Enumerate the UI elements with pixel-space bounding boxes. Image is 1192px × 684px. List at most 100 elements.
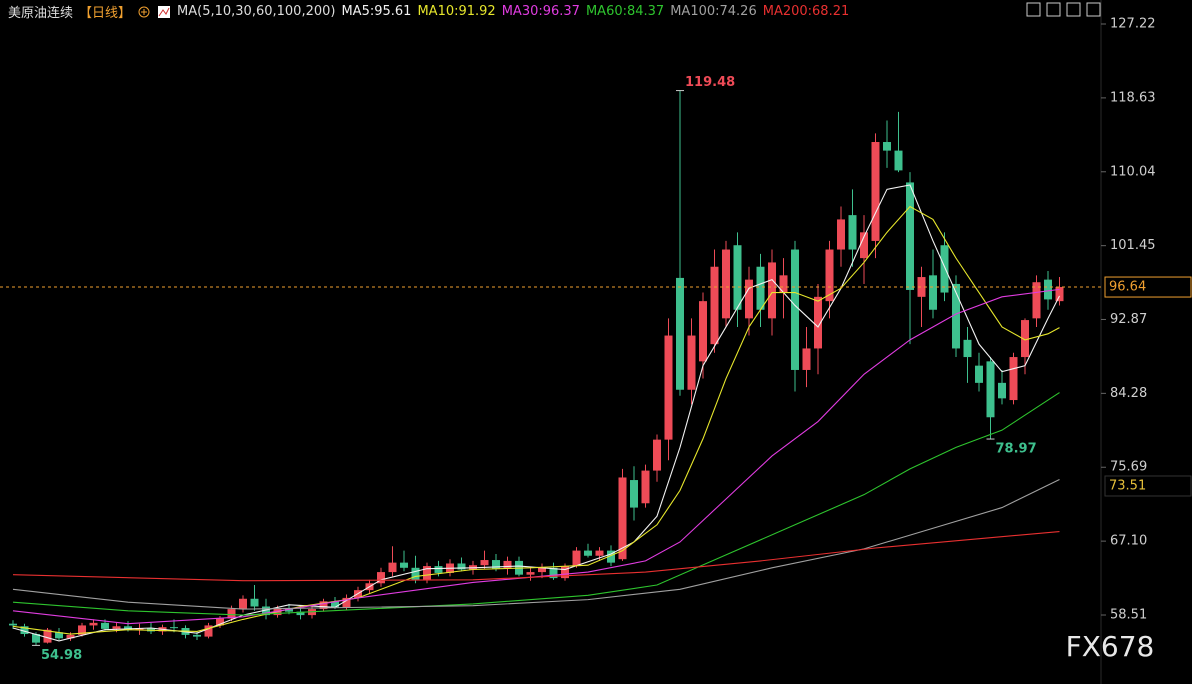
candle-body: [998, 382, 1006, 399]
candle-body: [250, 598, 259, 607]
candle-body: [653, 439, 661, 471]
add-icon[interactable]: [137, 5, 151, 19]
candle-body: [101, 622, 109, 629]
candle-body: [607, 550, 615, 563]
candle-body: [687, 335, 696, 390]
legend-entry: MA60:84.37: [585, 4, 665, 19]
candle-body: [526, 572, 535, 575]
candle-body: [434, 566, 443, 573]
candle-body: [802, 348, 811, 370]
candle-body: [285, 608, 293, 612]
candle-body: [66, 634, 75, 639]
candle-body: [89, 622, 98, 626]
ma-line: [12, 392, 1060, 616]
candle-body: [929, 275, 937, 310]
candle-body: [9, 623, 17, 626]
candle-body: [917, 277, 926, 297]
tool-icon[interactable]: [1046, 2, 1061, 17]
last-price-box: [1104, 276, 1192, 298]
y-tick-label: 75.69: [1110, 460, 1147, 475]
candle-body: [722, 249, 730, 319]
candle-body: [227, 609, 236, 619]
price-marker-label: 73.51: [1109, 478, 1146, 493]
candle-body: [342, 597, 351, 608]
candle-body: [147, 628, 155, 632]
ma-line: [12, 479, 1060, 610]
candle-body: [78, 625, 86, 635]
candle-body: [170, 627, 178, 629]
candle-body: [768, 262, 776, 319]
candle-body: [538, 567, 546, 573]
candle-body: [457, 563, 466, 570]
candle-body: [940, 245, 949, 293]
y-tick-label: 84.28: [1110, 386, 1147, 401]
candle-body: [699, 301, 707, 362]
last-price-label: 96.64: [1109, 280, 1146, 295]
ma-line: [12, 288, 1060, 625]
low-annotation: 54.98: [41, 648, 82, 663]
candle-body: [1055, 287, 1064, 302]
candle-body: [641, 470, 650, 504]
candle-body: [733, 245, 742, 310]
legend-entry: MA200:68.21: [762, 4, 850, 19]
candle-body: [193, 634, 201, 637]
y-tick-label: 101.45: [1110, 238, 1156, 253]
candle-body: [584, 550, 592, 556]
candle-body: [503, 560, 512, 569]
period[interactable]: 【日线】: [79, 6, 132, 21]
candle-body: [837, 219, 845, 250]
candle-body: [860, 232, 868, 259]
toolbar: [1026, 2, 1101, 17]
legend-entry: MA30:96.37: [501, 4, 580, 19]
y-tick-label: 67.10: [1110, 534, 1147, 549]
candle-body: [20, 626, 29, 635]
candle-body: [894, 150, 903, 171]
price-marker-box: [1104, 475, 1192, 497]
candle-body: [296, 611, 305, 616]
y-tick-label: 92.87: [1110, 312, 1147, 327]
candle-body: [963, 339, 972, 358]
ma-line: [12, 531, 1060, 582]
candle-body: [814, 296, 822, 349]
candle-body: [986, 361, 995, 418]
indicator: MA(5,10,30,60,100,200): [177, 4, 336, 19]
candle-body: [871, 142, 880, 241]
y-tick-label: 118.63: [1110, 90, 1156, 105]
y-tick-label: 58.51: [1110, 608, 1147, 623]
tool-icon[interactable]: [1086, 2, 1101, 17]
candle-body: [1009, 357, 1018, 401]
candle-body: [319, 601, 328, 610]
candle-body: [216, 618, 224, 626]
candle-body: [331, 601, 339, 608]
candle-body: [1032, 282, 1041, 319]
candle-body: [848, 215, 857, 250]
candle-body: [756, 266, 765, 310]
candle-body: [377, 572, 385, 584]
candle-body: [480, 560, 489, 566]
candle-body: [1044, 279, 1052, 300]
watermark: FX678: [1066, 630, 1155, 663]
y-tick-label: 127.22: [1110, 16, 1156, 31]
candle-body: [664, 335, 673, 440]
tool-icon[interactable]: [1066, 2, 1081, 17]
candle-body: [745, 279, 753, 319]
candle-body: [618, 477, 627, 560]
tool-icon[interactable]: [1026, 2, 1041, 17]
legend-entry: MA10:91.92: [417, 4, 496, 19]
y-tick-label: 110.04: [1110, 164, 1156, 179]
indicator-icon[interactable]: [157, 5, 171, 19]
candle-body: [492, 560, 500, 569]
candle-body: [710, 266, 719, 345]
candle-body: [975, 365, 983, 383]
candle-body: [400, 562, 408, 568]
ma-line: [12, 205, 1060, 635]
candle-body: [791, 249, 799, 370]
candle-body: [411, 567, 420, 580]
candle-body: [388, 562, 397, 573]
candle-body: [32, 634, 40, 643]
candle-body: [549, 567, 558, 579]
candle-body: [676, 277, 684, 390]
low-annotation: 78.97: [996, 442, 1037, 457]
candle-body: [423, 566, 431, 580]
